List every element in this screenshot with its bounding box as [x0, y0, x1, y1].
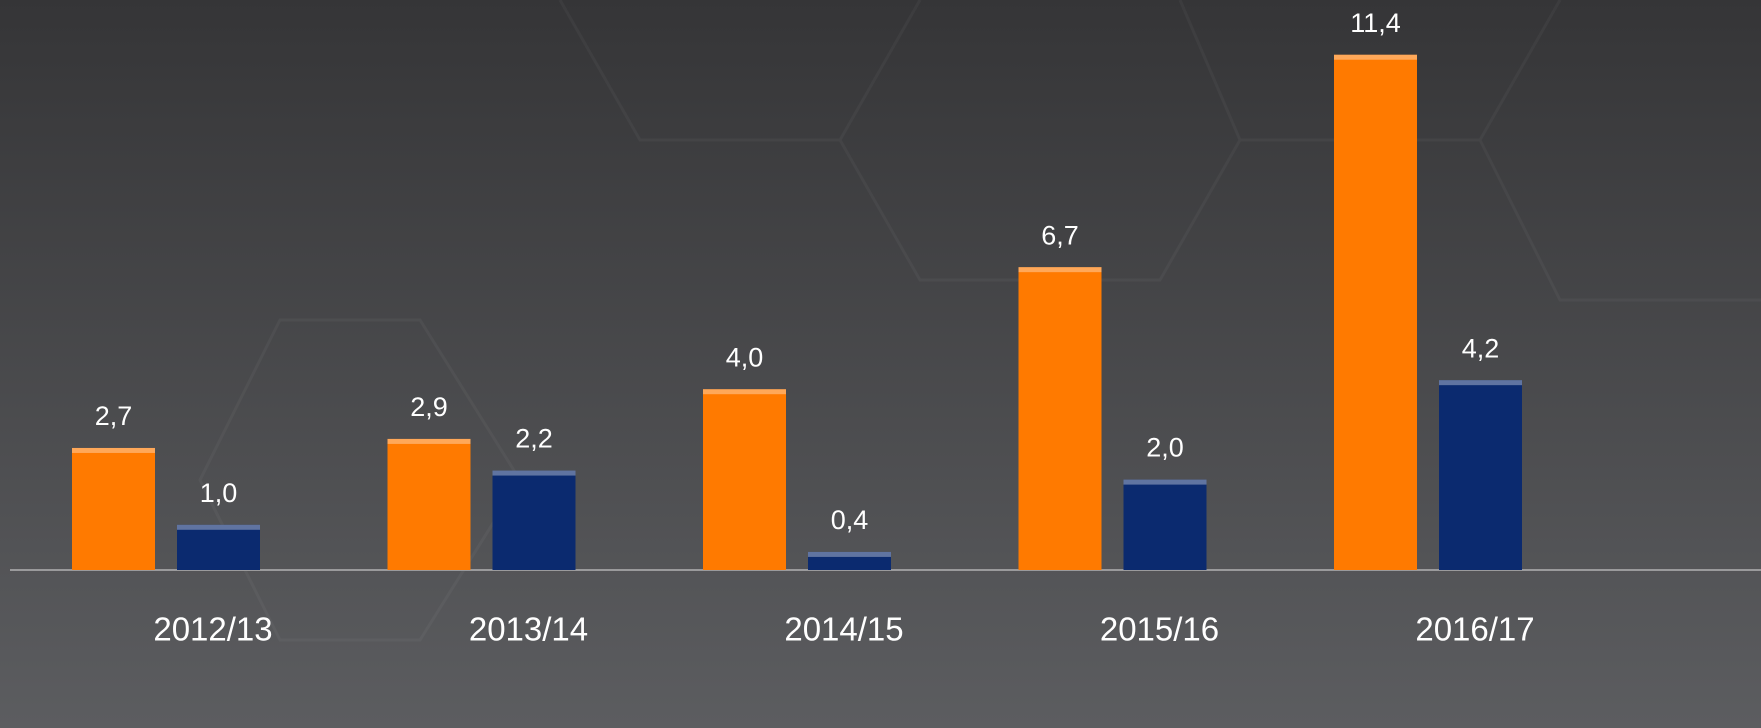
bar-bevel	[808, 551, 891, 557]
bar	[1334, 54, 1417, 571]
value-label: 2,7	[95, 401, 133, 431]
value-label: 2,2	[515, 424, 553, 454]
value-label: 4,2	[1462, 333, 1500, 363]
bar	[177, 524, 260, 570]
value-label: 6,7	[1041, 220, 1079, 250]
bar	[492, 470, 576, 570]
bar-bevel	[387, 438, 471, 444]
value-label: 2,9	[410, 392, 448, 422]
x-tick-label: 2015/16	[1100, 611, 1219, 648]
bar	[72, 447, 155, 570]
bar-bevel	[177, 524, 260, 530]
bar-bevel	[703, 389, 786, 395]
bar	[703, 389, 786, 570]
x-tick-label: 2013/14	[469, 611, 588, 648]
value-label: 11,4	[1350, 8, 1401, 38]
bar	[808, 551, 891, 570]
bar-bevel	[72, 447, 155, 453]
bar-bevel	[1123, 479, 1207, 485]
hex-pattern	[198, 0, 1761, 642]
bar-bevel	[1439, 380, 1522, 386]
value-label: 0,4	[831, 505, 869, 535]
bar	[387, 438, 471, 570]
bar	[1123, 479, 1207, 570]
x-tick-label: 2012/13	[153, 611, 272, 648]
bar	[1018, 267, 1102, 570]
value-label: 2,0	[1146, 433, 1184, 463]
x-tick-label: 2016/17	[1415, 611, 1534, 648]
bar-bevel	[1334, 54, 1417, 60]
bar-bevel	[1018, 267, 1102, 273]
bar-bevel	[492, 470, 576, 476]
value-label: 1,0	[200, 478, 238, 508]
x-tick-label: 2014/15	[784, 611, 903, 648]
value-label: 4,0	[726, 342, 764, 372]
bar	[1439, 380, 1522, 570]
